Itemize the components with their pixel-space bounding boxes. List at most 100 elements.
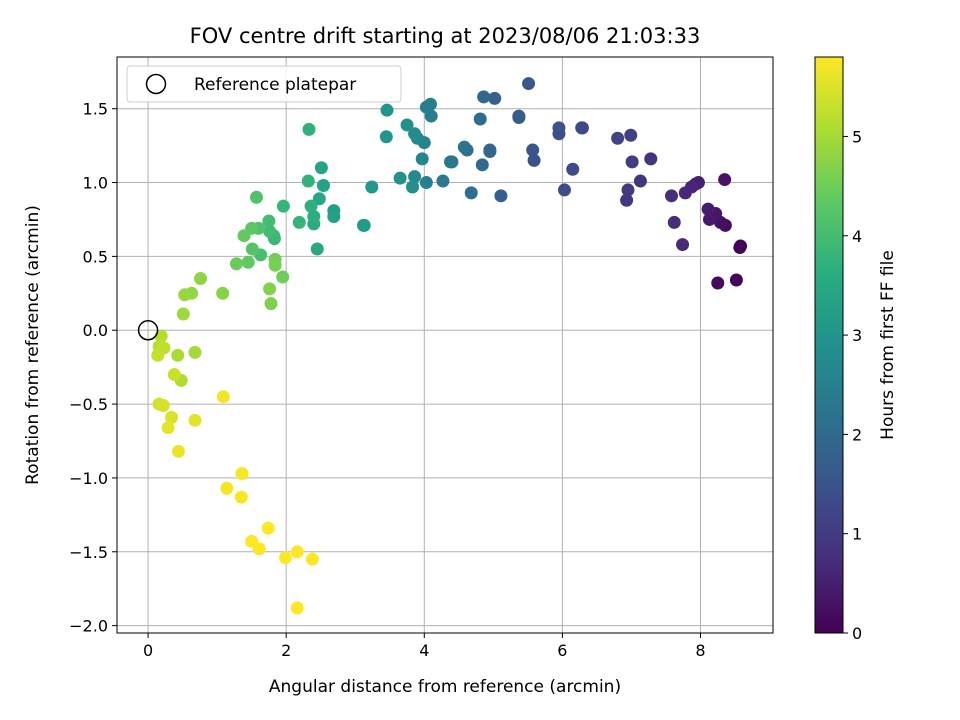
- data-point: [171, 444, 185, 458]
- data-point: [276, 270, 290, 284]
- data-point: [310, 242, 324, 256]
- colorbar-tick-label: 2: [852, 425, 862, 444]
- y-tick-label: −0.5: [69, 395, 108, 414]
- data-point: [488, 91, 502, 105]
- data-point: [264, 297, 278, 311]
- data-point: [473, 112, 487, 126]
- data-point: [316, 178, 330, 192]
- y-tick-label: 1.0: [83, 174, 108, 193]
- data-point: [477, 90, 491, 104]
- data-point: [527, 153, 541, 167]
- data-point: [475, 158, 489, 172]
- data-point: [156, 399, 170, 413]
- data-point: [365, 180, 379, 194]
- legend-marker-icon: [145, 73, 167, 95]
- data-point: [625, 155, 639, 169]
- data-point: [644, 152, 658, 166]
- data-point: [276, 199, 290, 213]
- data-point: [633, 174, 647, 188]
- data-point: [235, 466, 249, 480]
- data-point: [393, 171, 407, 185]
- colorbar-label: Hours from first FF file: [878, 250, 898, 440]
- data-point: [245, 242, 259, 256]
- x-tick-label: 6: [557, 641, 567, 660]
- data-point: [188, 413, 202, 427]
- y-tick-label: 1.5: [83, 100, 108, 119]
- data-point: [522, 77, 536, 91]
- chart-title: FOV centre drift starting at 2023/08/06 …: [190, 24, 701, 48]
- data-point: [419, 100, 433, 114]
- data-point: [278, 551, 292, 565]
- data-point: [290, 601, 304, 615]
- data-point: [301, 174, 315, 188]
- data-point: [237, 229, 251, 243]
- data-point: [400, 118, 414, 132]
- data-point: [176, 307, 190, 321]
- colorbar-ticks: 0 1 2 3 4 5: [843, 127, 862, 643]
- x-tick-label: 2: [281, 641, 291, 660]
- data-point: [304, 199, 318, 213]
- data-point: [263, 282, 277, 296]
- data-point: [711, 276, 725, 290]
- y-tick-label: −2.0: [69, 617, 108, 636]
- data-point: [165, 410, 179, 424]
- data-point: [268, 258, 282, 272]
- x-tick-label: 4: [419, 641, 429, 660]
- data-point: [408, 170, 422, 184]
- data-point: [406, 180, 420, 194]
- x-axis-ticks: 0 2 4 6 8: [143, 633, 706, 660]
- colorbar-tick-label: 5: [852, 127, 862, 146]
- data-point: [171, 348, 185, 362]
- data-point: [188, 345, 202, 359]
- legend-label: Reference platepar: [194, 75, 356, 95]
- data-point: [444, 155, 458, 169]
- x-tick-label: 0: [143, 641, 153, 660]
- data-point: [263, 224, 277, 238]
- data-point: [667, 215, 681, 229]
- data-point: [380, 103, 394, 117]
- data-point: [729, 273, 743, 287]
- data-point: [290, 545, 304, 559]
- data-point: [312, 192, 326, 206]
- data-point: [702, 212, 716, 226]
- data-point: [408, 127, 422, 141]
- x-tick-label: 8: [695, 641, 705, 660]
- data-point: [701, 202, 715, 216]
- legend: Reference platepar: [126, 65, 402, 103]
- data-point: [611, 131, 625, 145]
- data-point: [457, 140, 471, 154]
- data-point: [464, 186, 478, 200]
- data-point: [379, 130, 393, 144]
- y-axis-ticks: −2.0 −1.5 −1.0 −0.5 0.0 0.5 1.0 1.5: [69, 100, 117, 636]
- y-tick-label: −1.0: [69, 469, 108, 488]
- data-point: [357, 218, 371, 232]
- plot-frame: [116, 56, 774, 634]
- x-axis-label: Angular distance from reference (arcmin): [269, 677, 621, 697]
- data-point: [419, 176, 433, 190]
- data-point: [676, 238, 690, 252]
- data-point: [252, 542, 266, 556]
- data-point: [718, 173, 732, 187]
- legend-box: [126, 65, 402, 103]
- data-point: [327, 210, 341, 224]
- data-point: [552, 121, 566, 135]
- data-point: [249, 190, 263, 204]
- data-point: [216, 390, 230, 404]
- data-point: [566, 162, 580, 176]
- data-point: [220, 481, 234, 495]
- data-point: [194, 272, 208, 286]
- data-point: [292, 215, 306, 229]
- data-point: [178, 288, 192, 302]
- data-point: [151, 348, 165, 362]
- data-point: [664, 189, 678, 203]
- data-point: [216, 286, 230, 300]
- colorbar-tick-label: 0: [852, 624, 862, 643]
- plot-area: 0 2 4 6 8 −2.0 −1.5 −1.0 −0.5 0.0 0.5 1.0 1.5: [69, 56, 774, 660]
- data-point: [314, 161, 328, 175]
- data-point: [678, 186, 692, 200]
- data-point: [436, 174, 450, 188]
- data-point: [575, 121, 589, 135]
- data-point: [483, 145, 497, 159]
- reference-marker: [137, 319, 159, 341]
- y-tick-label: −1.5: [69, 543, 108, 562]
